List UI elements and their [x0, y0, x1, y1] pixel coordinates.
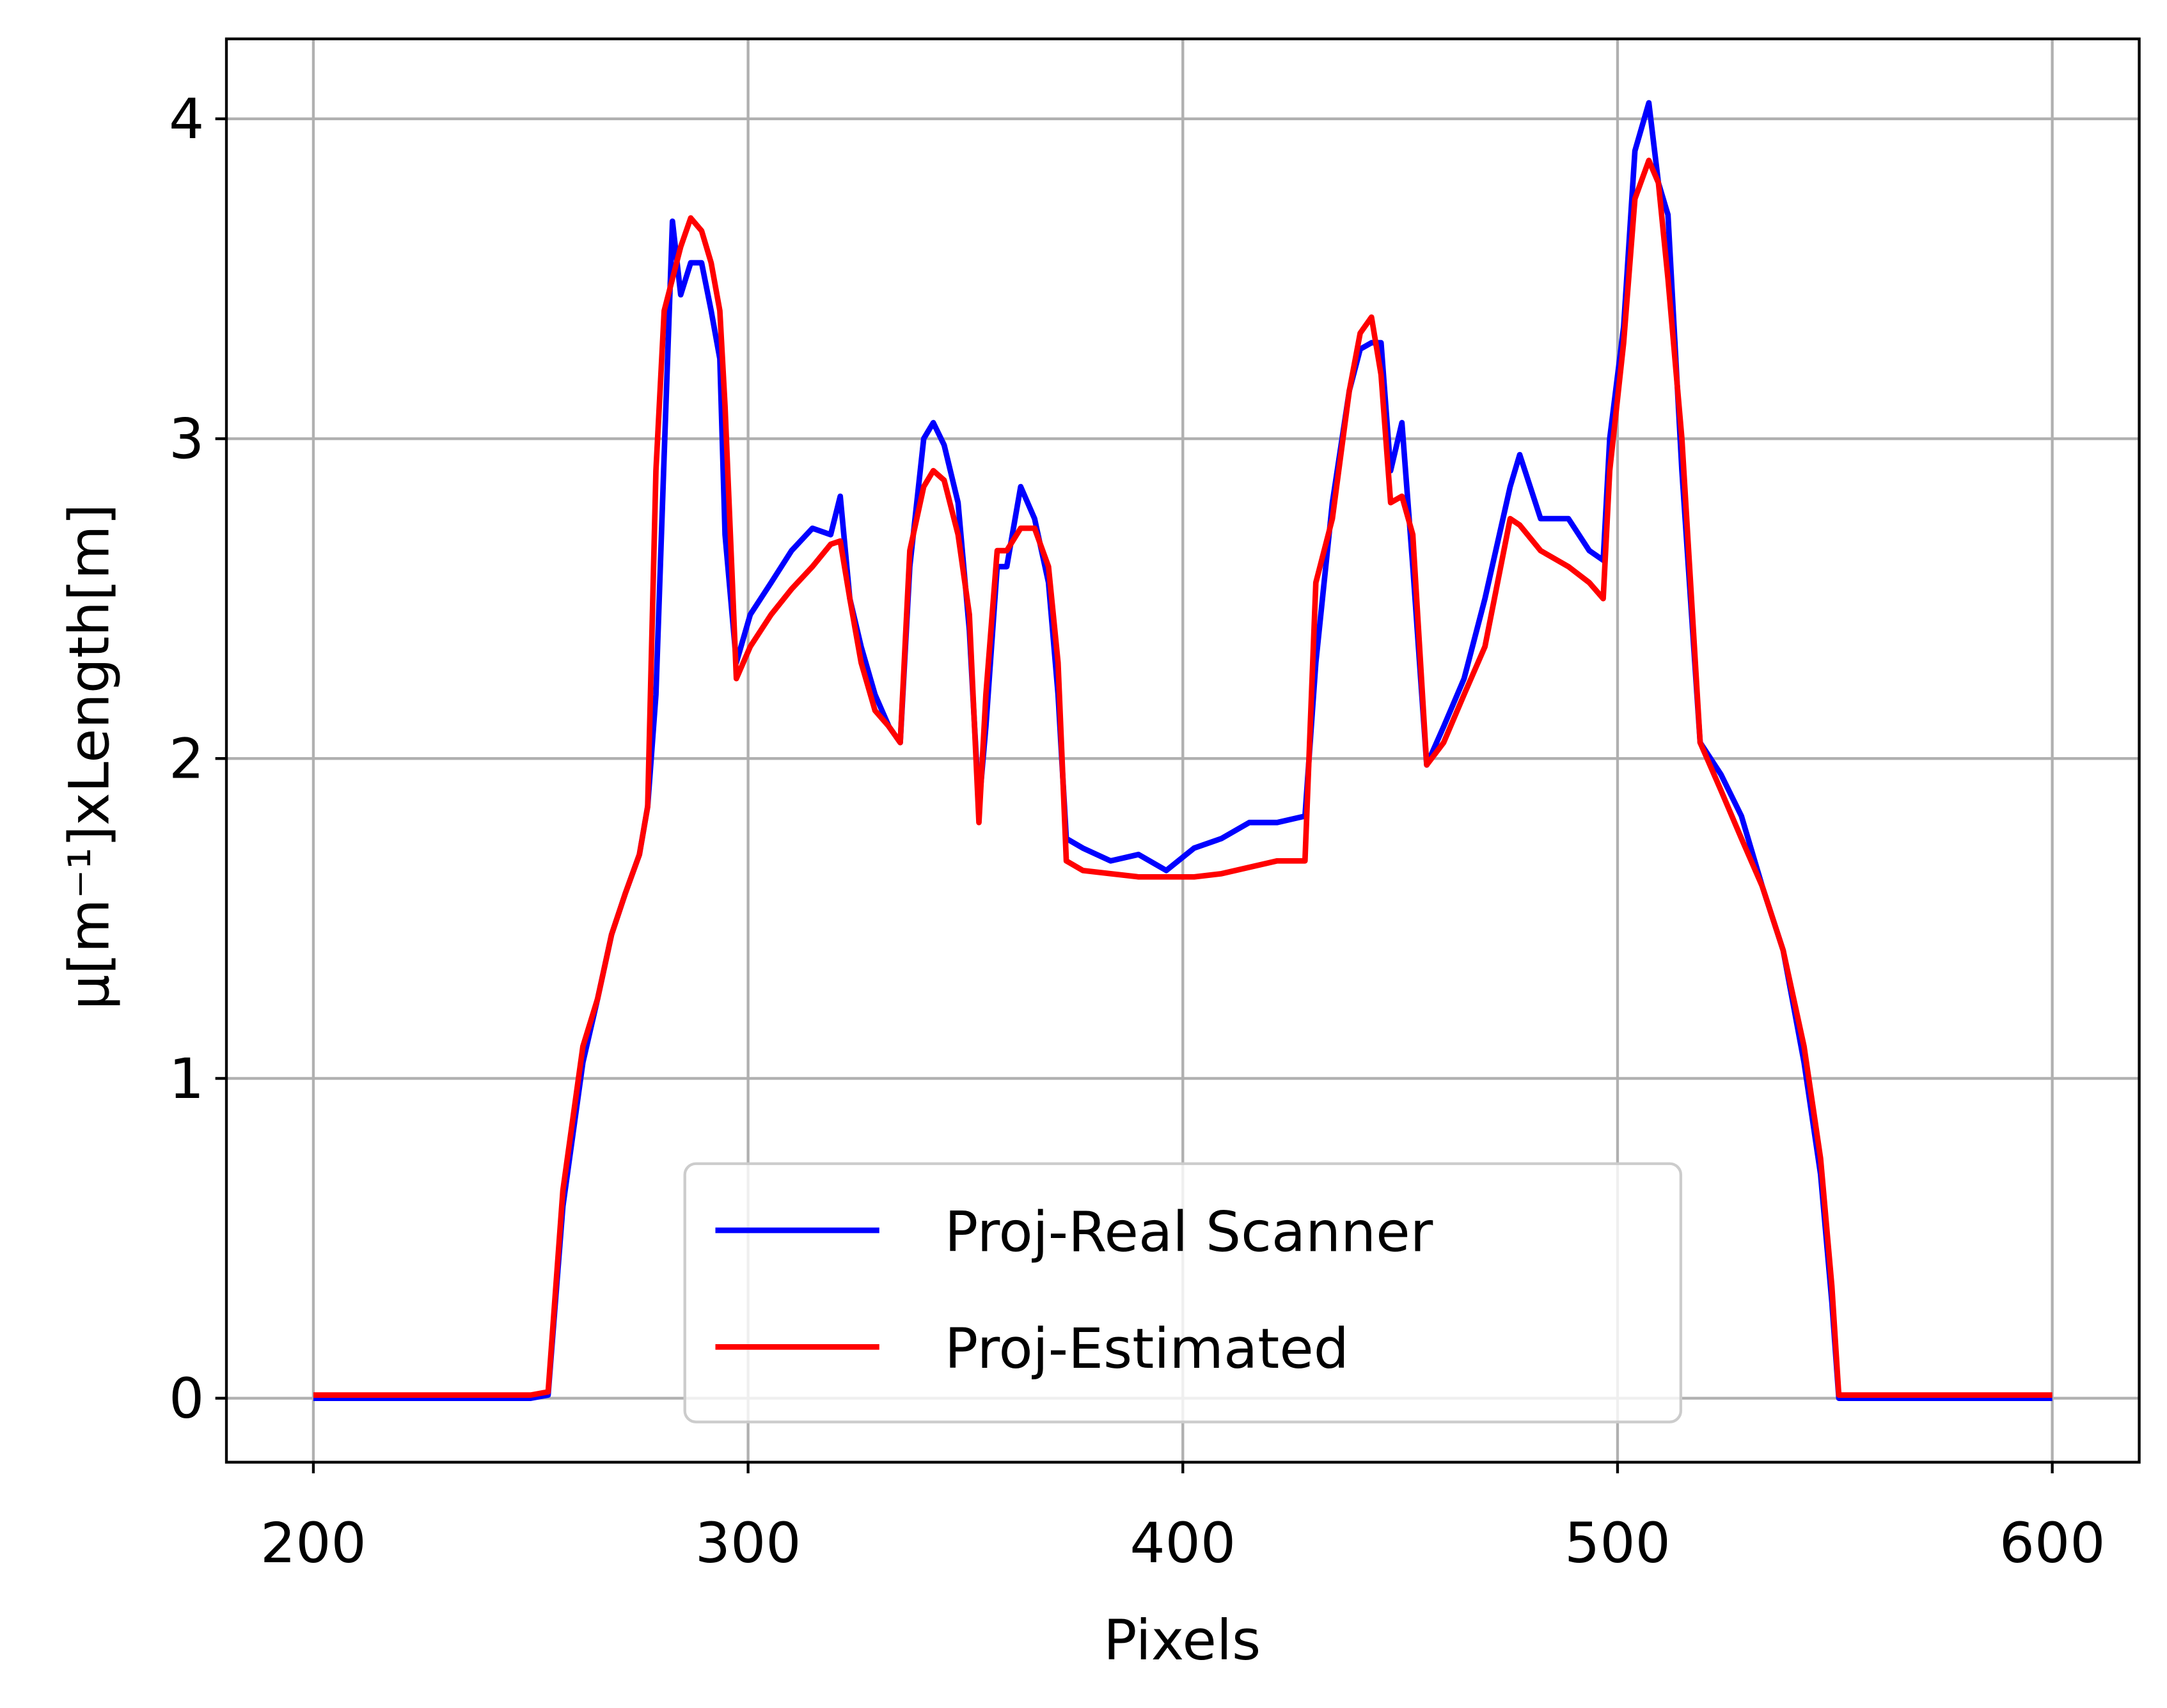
y-tick-label: 2 [169, 727, 204, 792]
legend-label: Proj-Real Scanner [945, 1200, 1433, 1265]
y-tick-label: 3 [169, 407, 204, 471]
legend-box [683, 1162, 1683, 1423]
y-axis-label: μ[m⁻¹]xLength[m] [57, 504, 122, 1010]
x-tick-label: 400 [1130, 1511, 1236, 1576]
x-axis-label: Pixels [1103, 1608, 1261, 1673]
y-tick-label: 0 [169, 1367, 204, 1431]
y-tick-label: 1 [169, 1047, 204, 1111]
plot-frame [225, 37, 2141, 1464]
legend-label: Proj-Estimated [945, 1317, 1349, 1381]
legend: Proj-Real Scanner Proj-Estimated [683, 1162, 1683, 1423]
x-tick-label: 200 [260, 1511, 366, 1576]
x-tick-label: 500 [1564, 1511, 1671, 1576]
x-tick-label: 600 [1999, 1511, 2106, 1576]
y-tick-label: 4 [169, 87, 204, 152]
x-tick-label: 300 [695, 1511, 801, 1576]
data-line [313, 157, 2053, 1398]
